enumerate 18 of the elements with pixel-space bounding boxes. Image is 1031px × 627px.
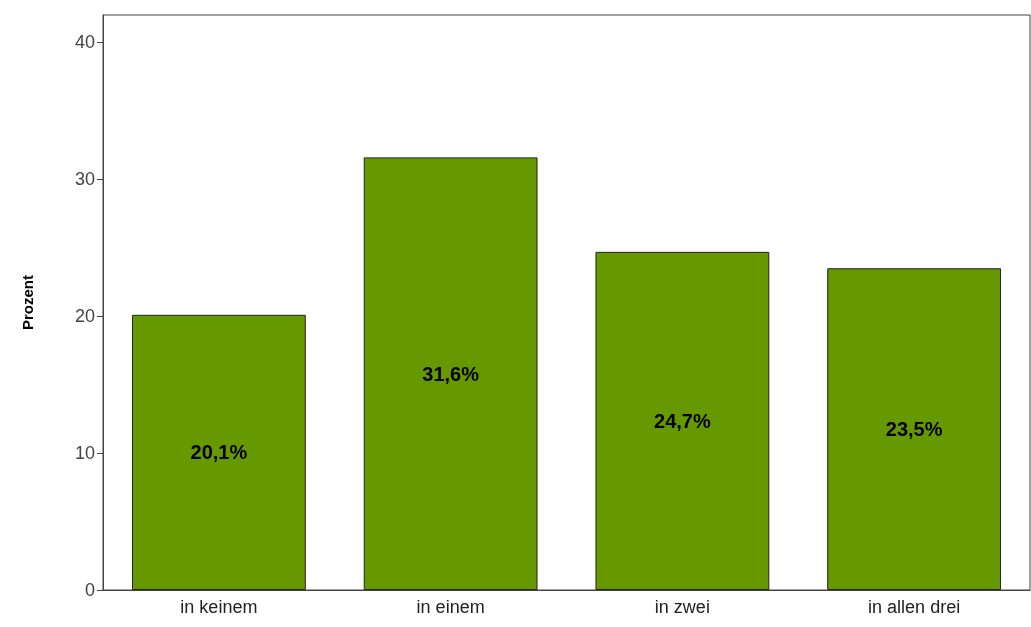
x-tick-label: in einem xyxy=(416,597,485,617)
x-tick-label: in keinem xyxy=(180,597,258,617)
y-tick-label: 20 xyxy=(74,306,95,327)
x-tick-label: in allen drei xyxy=(868,597,961,617)
data-label: 23,5% xyxy=(885,418,943,441)
bar xyxy=(595,251,770,590)
y-tick-label: 40 xyxy=(74,32,95,53)
data-label: 24,7% xyxy=(654,409,711,432)
bar xyxy=(363,157,538,590)
y-tick-label: 0 xyxy=(84,580,95,600)
y-tick-label: 30 xyxy=(74,169,95,190)
y-tick-label: 10 xyxy=(74,443,95,464)
bar xyxy=(131,314,306,590)
data-label: 20,1% xyxy=(190,441,248,464)
data-label: 31,6% xyxy=(422,362,480,385)
y-axis-title: Prozent xyxy=(19,274,36,331)
x-tick-label: in zwei xyxy=(654,597,710,617)
bar xyxy=(827,268,1002,590)
